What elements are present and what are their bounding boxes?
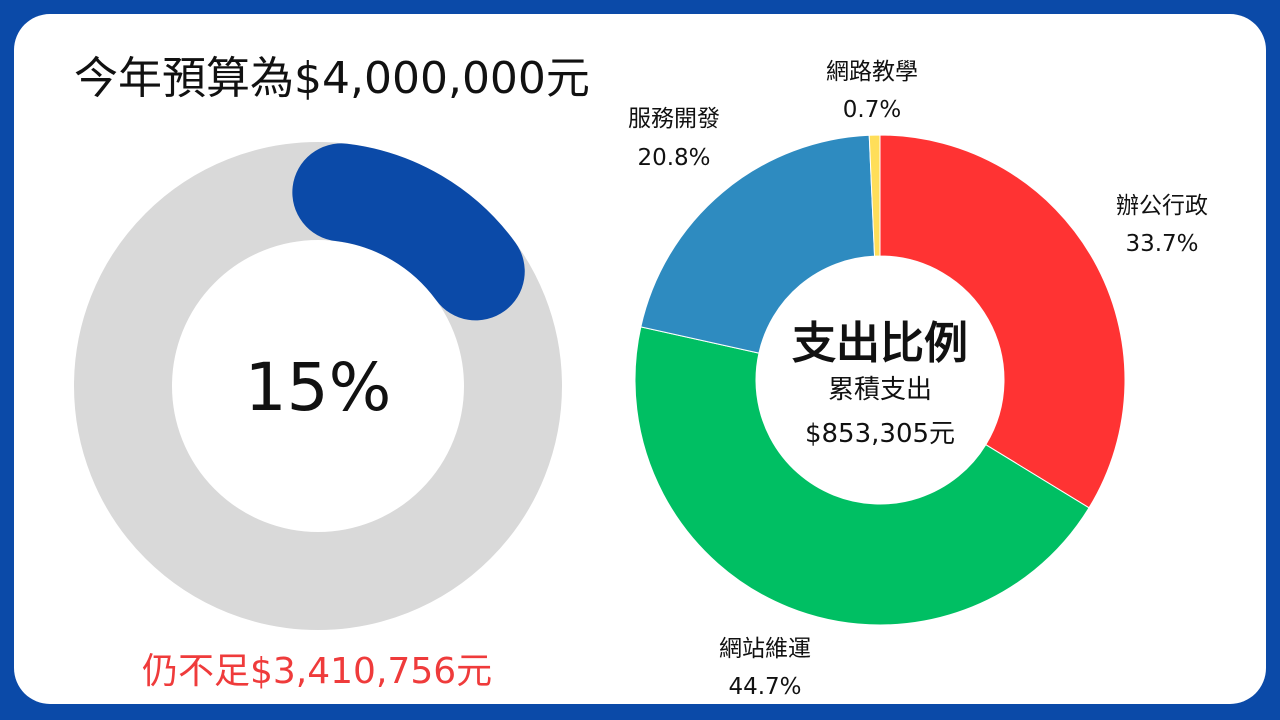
slice-label-name: 辦公行政 bbox=[1116, 193, 1208, 219]
donut-center-subtitle: 累積支出 bbox=[828, 375, 932, 405]
slice-label-value: 0.7% bbox=[843, 97, 901, 123]
slice-label-value: 44.7% bbox=[728, 674, 801, 700]
slice-label-name: 服務開發 bbox=[628, 106, 720, 132]
slice-label-name: 網路教學 bbox=[826, 59, 918, 85]
budget-title: 今年預算為$4,000,000元 bbox=[74, 53, 590, 104]
donut-slice bbox=[634, 326, 1090, 626]
donut-slice bbox=[640, 134, 876, 354]
progress-ring-fill bbox=[292, 143, 525, 321]
expense-donut-chart bbox=[634, 134, 1126, 626]
donut-slice bbox=[868, 134, 881, 257]
donut-slice bbox=[879, 134, 1126, 509]
donut-center: 支出比例 累積支出 $853,305元 bbox=[792, 318, 968, 449]
donut-center-total: $853,305元 bbox=[805, 419, 955, 449]
slice-label-value: 20.8% bbox=[637, 145, 710, 171]
progress-ring: 15% bbox=[74, 142, 562, 630]
donut-center-title: 支出比例 bbox=[792, 318, 968, 369]
progress-percent-label: 15% bbox=[245, 349, 392, 426]
slice-label-name: 網站維運 bbox=[719, 636, 811, 662]
slice-labels: 辦公行政 33.7% 網站維運 44.7% 服務開發 20.8% 網路教學 0.… bbox=[628, 59, 1208, 700]
slice-label-value: 33.7% bbox=[1125, 231, 1198, 257]
shortfall-text: 仍不足$3,410,756元 bbox=[142, 651, 493, 692]
